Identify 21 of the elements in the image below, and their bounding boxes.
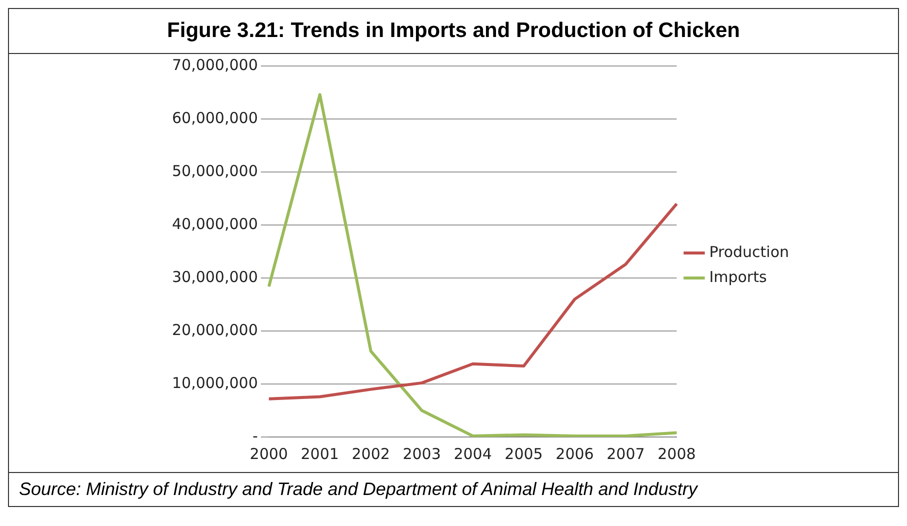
y-tick-label: 40,000,000	[172, 214, 258, 233]
x-tick-label: 2007	[606, 444, 645, 463]
chart-title: Figure 3.21: Trends in Imports and Production of Chicken	[9, 9, 898, 54]
x-tick-label: 2006	[556, 444, 594, 463]
y-tick-label: 60,000,000	[172, 108, 258, 127]
y-tick-label: 10,000,000	[172, 374, 258, 392]
x-tick-label: 2004	[454, 444, 492, 463]
y-tick-label: 50,000,000	[172, 162, 258, 180]
y-tick-label: 70,000,000	[172, 56, 258, 74]
legend-label: Imports	[709, 268, 767, 286]
legend-label: Production	[709, 242, 790, 261]
y-tick-label: -	[252, 426, 258, 445]
y-tick-label: 20,000,000	[172, 320, 258, 339]
x-tick-label: 2008	[658, 444, 696, 463]
x-tick-label: 2001	[300, 444, 339, 463]
x-tick-label: 2005	[504, 444, 543, 463]
x-tick-label: 2002	[352, 444, 390, 463]
x-tick-label: 2000	[250, 444, 288, 463]
x-tick-label: 2003	[402, 444, 441, 463]
y-tick-label: 30,000,000	[172, 268, 258, 286]
source-note: Source: Ministry of Industry and Trade and Department of Animal Health and Industry	[19, 479, 700, 500]
